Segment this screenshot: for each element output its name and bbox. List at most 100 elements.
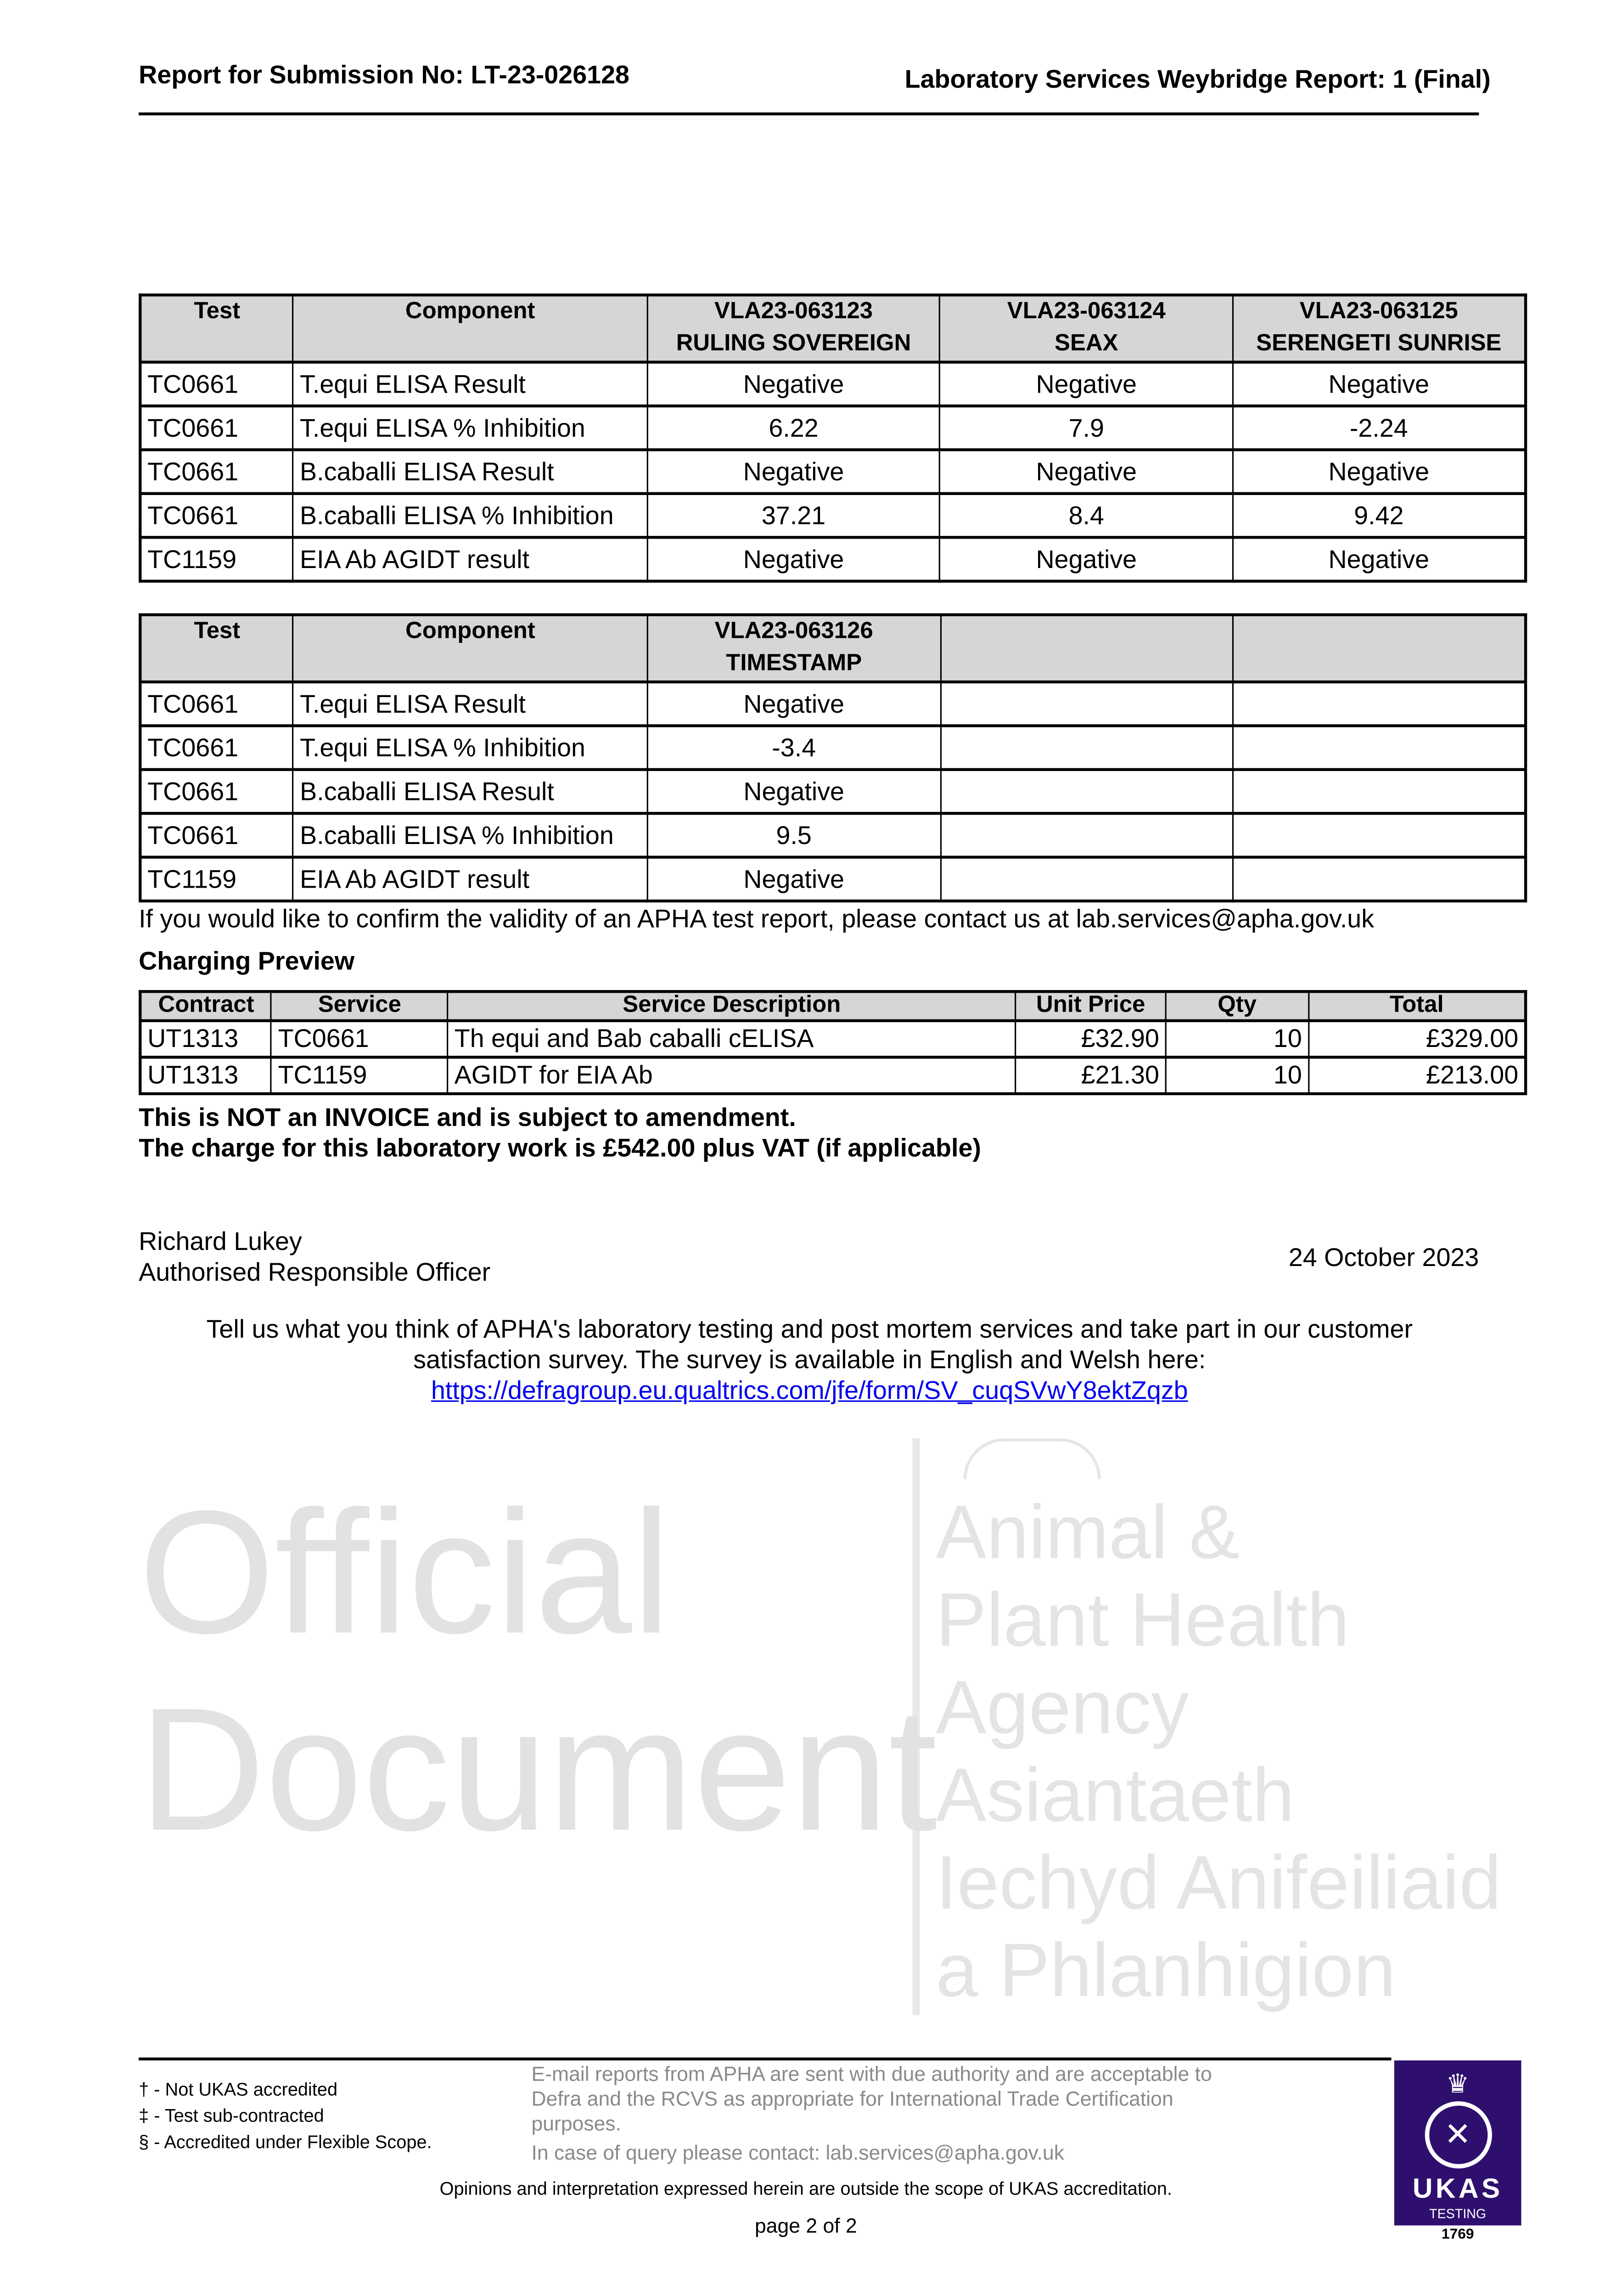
header-service: Service bbox=[270, 990, 449, 1022]
result-cell: Negative bbox=[646, 856, 941, 902]
result-cell: 6.22 bbox=[646, 405, 941, 451]
result-cell bbox=[1232, 812, 1527, 858]
ukas-label: UKAS bbox=[1412, 2174, 1503, 2205]
watermark-line: Agency bbox=[936, 1666, 1189, 1751]
charging-table: Contract Service Service Description Uni… bbox=[139, 990, 1527, 1095]
unit-price-cell: £21.30 bbox=[1015, 1056, 1167, 1095]
component: EIA Ab AGIDT result bbox=[292, 536, 648, 582]
result-cell bbox=[1232, 856, 1527, 902]
result-cell: 37.21 bbox=[646, 493, 941, 538]
component: T.equi ELISA Result bbox=[292, 681, 648, 727]
crown-icon: ♛ bbox=[1446, 2069, 1470, 2099]
header-test: Test bbox=[139, 294, 294, 363]
ukas-emblem-icon: ✕ bbox=[1424, 2101, 1492, 2169]
table-header-row: Test Component VLA23-063126 TIMESTAMP bbox=[139, 614, 1527, 683]
watermark-line: Iechyd Anifeiliaid bbox=[936, 1841, 1502, 1926]
result-cell: 8.4 bbox=[939, 493, 1234, 538]
opinions-note: Opinions and interpretation expressed he… bbox=[439, 2178, 1173, 2200]
result-cell: Negative bbox=[1232, 449, 1527, 495]
result-cell bbox=[939, 681, 1234, 727]
test-code: TC1159 bbox=[139, 536, 294, 582]
report-title: Laboratory Services Weybridge Report: 1 … bbox=[904, 64, 1491, 94]
not-invoice-notice: This is NOT an INVOICE and is subject to… bbox=[139, 1102, 796, 1132]
report-date: 24 October 2023 bbox=[1288, 1243, 1479, 1272]
result-cell: Negative bbox=[1232, 361, 1527, 407]
component: B.caballi ELISA Result bbox=[292, 449, 648, 495]
component: EIA Ab AGIDT result bbox=[292, 856, 648, 902]
watermark-line: Asiantaeth bbox=[936, 1754, 1295, 1839]
result-cell bbox=[1232, 769, 1527, 814]
charging-title: Charging Preview bbox=[139, 946, 355, 976]
footer-divider bbox=[139, 2057, 1392, 2060]
footnote: ‡ - Test sub-contracted bbox=[139, 2105, 324, 2127]
survey-text: Tell us what you think of APHA's laborat… bbox=[206, 1314, 1413, 1344]
watermark-line: a Phlanhigion bbox=[936, 1929, 1396, 2014]
header-sample: VLA23-063125 SERENGETI SUNRISE bbox=[1232, 294, 1527, 363]
test-code: TC0661 bbox=[139, 681, 294, 727]
result-cell: Negative bbox=[646, 681, 941, 727]
header-unit-price: Unit Price bbox=[1015, 990, 1167, 1022]
ukas-sub: TESTING bbox=[1429, 2206, 1487, 2221]
test-code: TC0661 bbox=[139, 361, 294, 407]
unit-price-cell: £32.90 bbox=[1015, 1020, 1167, 1058]
watermark-official: Official bbox=[139, 1474, 671, 1671]
results-table-1: Test Component VLA23-063123 RULING SOVERE… bbox=[139, 293, 1527, 583]
result-cell: Negative bbox=[646, 449, 941, 495]
test-code: TC0661 bbox=[139, 769, 294, 814]
service-cell: TC1159 bbox=[270, 1056, 449, 1095]
test-code: TC0661 bbox=[139, 812, 294, 858]
total-cell: £213.00 bbox=[1308, 1056, 1527, 1095]
watermark-document: Document bbox=[139, 1672, 937, 1868]
table-row: TC0661 B.caballi ELISA % Inhibition 37.21 8… bbox=[139, 493, 1527, 538]
component: B.caballi ELISA % Inhibition bbox=[292, 493, 648, 538]
table-row: UT1313 TC1159 AGIDT for EIA Ab £21.30 10 £213… bbox=[139, 1056, 1527, 1095]
test-code: TC0661 bbox=[139, 725, 294, 771]
service-description-cell: AGIDT for EIA Ab bbox=[447, 1056, 1016, 1095]
component: T.equi ELISA Result bbox=[292, 361, 648, 407]
email-note: E-mail reports from APHA are sent with d… bbox=[531, 2062, 1212, 2135]
header-sample: VLA23-063126 TIMESTAMP bbox=[646, 614, 941, 683]
footnote: § - Accredited under Flexible Scope. bbox=[139, 2132, 432, 2153]
component: B.caballi ELISA % Inhibition bbox=[292, 812, 648, 858]
result-cell: Negative bbox=[646, 536, 941, 582]
validity-note: If you would like to confirm the validit… bbox=[139, 904, 1375, 934]
table-row: TC0661 B.caballi ELISA % Inhibition 9.5 bbox=[139, 812, 1527, 858]
header-contract: Contract bbox=[139, 990, 272, 1022]
survey-text: satisfaction survey. The survey is avail… bbox=[413, 1345, 1206, 1374]
component: B.caballi ELISA Result bbox=[292, 769, 648, 814]
header-test: Test bbox=[139, 614, 294, 683]
header-qty: Qty bbox=[1165, 990, 1309, 1022]
result-cell: -2.24 bbox=[1232, 405, 1527, 451]
header-component: Component bbox=[292, 614, 648, 683]
footnotes: † - Not UKAS accredited ‡ - Test sub-con… bbox=[139, 2077, 432, 2155]
result-cell bbox=[1232, 725, 1527, 771]
result-cell bbox=[1232, 681, 1527, 727]
contract-cell: UT1313 bbox=[139, 1056, 272, 1095]
qty-cell: 10 bbox=[1165, 1056, 1309, 1095]
result-cell: 9.5 bbox=[646, 812, 941, 858]
test-code: TC0661 bbox=[139, 493, 294, 538]
watermark-bar bbox=[912, 1438, 920, 2015]
result-cell: Negative bbox=[939, 449, 1234, 495]
service-cell: TC0661 bbox=[270, 1020, 449, 1058]
component: T.equi ELISA % Inhibition bbox=[292, 725, 648, 771]
service-description-cell: Th equi and Bab caballi cELISA bbox=[447, 1020, 1016, 1058]
query-contact: In case of query please contact: lab.ser… bbox=[531, 2140, 1065, 2164]
table-row: TC1159 EIA Ab AGIDT result Negative bbox=[139, 856, 1527, 902]
result-cell: Negative bbox=[939, 536, 1234, 582]
header-empty bbox=[1232, 614, 1527, 683]
survey-link[interactable]: https://defragroup.eu.qualtrics.com/jfe/… bbox=[431, 1375, 1188, 1405]
charge-total-notice: The charge for this laboratory work is £… bbox=[139, 1133, 982, 1163]
contract-cell: UT1313 bbox=[139, 1020, 272, 1058]
header-sample: VLA23-063124 SEAX bbox=[939, 294, 1234, 363]
test-code: TC0661 bbox=[139, 405, 294, 451]
header-component: Component bbox=[292, 294, 648, 363]
table-row: TC0661 B.caballi ELISA Result Negative bbox=[139, 769, 1527, 814]
test-code: TC1159 bbox=[139, 856, 294, 902]
page-number: page 2 of 2 bbox=[754, 2213, 857, 2237]
table-row: TC0661 B.caballi ELISA Result Negative Nega… bbox=[139, 449, 1527, 495]
qty-cell: 10 bbox=[1165, 1020, 1309, 1058]
signatory-name: Richard Lukey bbox=[139, 1227, 302, 1256]
table-row: TC1159 EIA Ab AGIDT result Negative Negativ… bbox=[139, 536, 1527, 582]
table-row: TC0661 T.equi ELISA % Inhibition -3.4 bbox=[139, 725, 1527, 771]
